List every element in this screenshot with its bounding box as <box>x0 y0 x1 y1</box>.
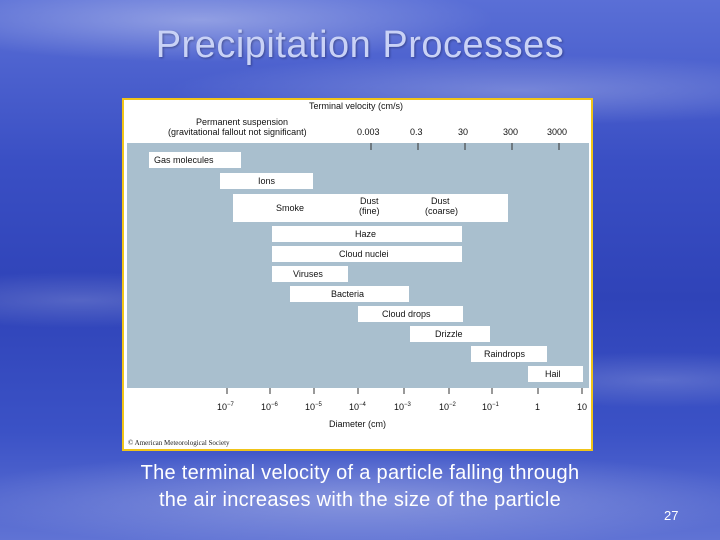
bottom-tick-label: 10−1 <box>482 402 500 412</box>
bar-ions <box>220 173 313 189</box>
top-axis-title: Terminal velocity (cm/s) <box>309 101 403 111</box>
bottom-ticks <box>226 388 583 394</box>
bar-label: Hail <box>545 369 561 379</box>
bar-drizzle <box>410 326 490 342</box>
bar-sub-label: Dust <box>431 196 450 206</box>
bar-hail <box>528 366 583 382</box>
particle-size-diagram: Terminal velocity (cm/s) Permanent suspe… <box>127 101 589 447</box>
bottom-tick-label: 10−4 <box>349 402 367 412</box>
bar-bacteria <box>290 286 409 302</box>
bottom-tick-label: 10−7 <box>217 402 235 412</box>
permanent-suspension-label: Permanent suspension <box>196 117 288 127</box>
bar-label: Haze <box>355 229 376 239</box>
bar-cloud-drops <box>358 306 463 322</box>
slide-title: Precipitation Processes <box>155 24 565 66</box>
top-tick-label: 3000 <box>547 127 567 137</box>
caption-line: the air increases with the size of the p… <box>158 489 562 511</box>
bottom-tick-label: 10 <box>577 402 587 412</box>
bar-label: Gas molecules <box>154 155 214 165</box>
bottom-axis-title: Diameter (cm) <box>329 419 386 429</box>
bar-label: Bacteria <box>331 289 364 299</box>
bar-label: Cloud nuclei <box>339 249 389 259</box>
permanent-suspension-note: (gravitational fallout not significant) <box>168 127 307 137</box>
bar-raindrops <box>471 346 547 362</box>
bar-gas-molecules <box>149 152 241 168</box>
particle-size-figure: Terminal velocity (cm/s) Permanent suspe… <box>122 98 593 451</box>
top-ticks <box>370 143 560 150</box>
top-tick-label: 300 <box>503 127 518 137</box>
slide-caption: The terminal velocity of a particle fall… <box>90 460 630 514</box>
bar-label: Cloud drops <box>382 309 431 319</box>
top-tick-label: 30 <box>458 127 468 137</box>
caption-line: The terminal velocity of a particle fall… <box>140 462 580 484</box>
bar-viruses <box>272 266 348 282</box>
bottom-tick-label: 10−3 <box>394 402 412 412</box>
top-tick-label: 0.3 <box>410 127 423 137</box>
bar-sub-label: Dust <box>360 196 379 206</box>
bottom-tick-label: 1 <box>535 402 540 412</box>
bar-label: Raindrops <box>484 349 526 359</box>
bottom-tick-label: 10−6 <box>261 402 279 412</box>
bar-label: Smoke <box>276 203 304 213</box>
bar-label: Viruses <box>293 269 323 279</box>
bar-sub-label: (coarse) <box>425 206 458 216</box>
bar-cloud-nuclei <box>272 246 462 262</box>
bar-haze <box>272 226 462 242</box>
bottom-tick-label: 10−2 <box>439 402 457 412</box>
slide-number: 27 <box>664 508 679 523</box>
bar-label: Drizzle <box>435 329 463 339</box>
top-tick-label: 0.003 <box>357 127 380 137</box>
bar-smoke <box>233 194 508 222</box>
bar-label: Ions <box>258 176 276 186</box>
bottom-tick-label: 10−5 <box>305 402 323 412</box>
bar-sub-label: (fine) <box>359 206 380 216</box>
copyright-text: © American Meteorological Society <box>128 439 230 447</box>
